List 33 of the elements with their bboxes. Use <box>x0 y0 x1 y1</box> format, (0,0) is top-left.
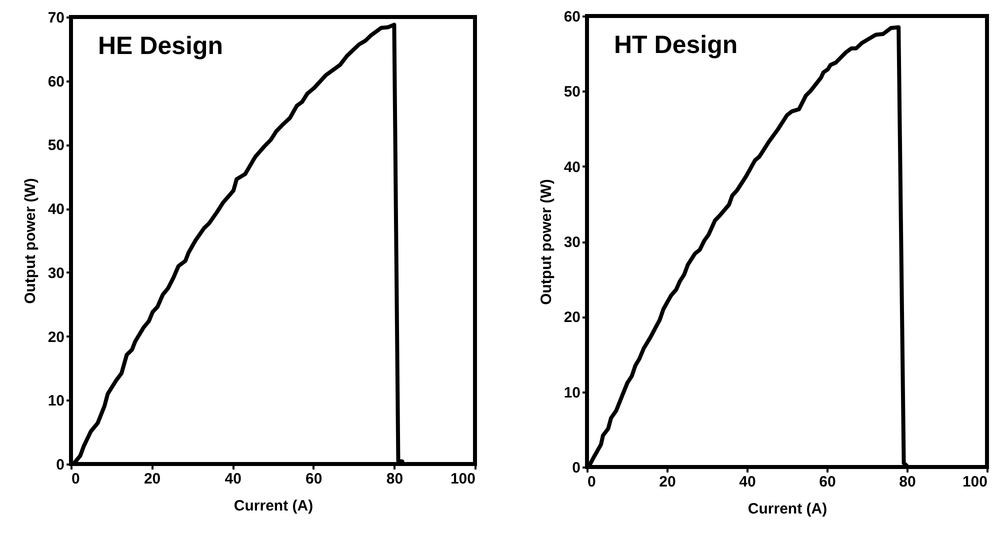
x-axis-title: Current (A) <box>234 498 314 514</box>
x-tick-label: 60 <box>306 470 322 488</box>
x-tick-label: 100 <box>962 474 988 490</box>
x-tick-label: 20 <box>144 470 161 488</box>
y-tick-label: 0 <box>56 456 64 474</box>
x-tick-label: 0 <box>72 470 80 488</box>
x-tick-label: 100 <box>450 470 476 488</box>
x-tick-label: 40 <box>224 470 242 488</box>
y-tick-label: 70 <box>48 10 64 26</box>
y-tick-label: 10 <box>564 384 580 402</box>
y-tick-label: 60 <box>48 73 64 90</box>
y-axis-title: Output power (W) <box>538 179 555 305</box>
x-tick-label: 60 <box>819 474 836 490</box>
y-tick-label: 60 <box>564 8 580 26</box>
x-tick-label: 80 <box>899 474 916 490</box>
y-tick-label: 30 <box>48 264 64 282</box>
y-tick-label: 30 <box>564 234 580 251</box>
y-tick-label: 0 <box>572 460 580 476</box>
x-axis-title: Current (A) <box>748 500 828 518</box>
y-tick-label: 20 <box>48 328 64 346</box>
y-tick-label: 50 <box>48 137 64 154</box>
x-tick-label: 20 <box>659 474 676 490</box>
y-axis-title: Output power (W) <box>22 178 39 304</box>
y-tick-label: 40 <box>564 158 580 176</box>
text: HE Design <box>98 32 224 60</box>
text: HT Design <box>614 31 738 59</box>
y-tick-label: 50 <box>564 84 580 101</box>
x-tick-label: 0 <box>588 474 596 490</box>
y-tick-label: 10 <box>48 392 64 410</box>
x-tick-label: 80 <box>386 470 404 488</box>
y-tick-label: 20 <box>564 309 580 326</box>
y-tick-label: 40 <box>48 201 64 218</box>
x-tick-label: 40 <box>739 474 756 490</box>
